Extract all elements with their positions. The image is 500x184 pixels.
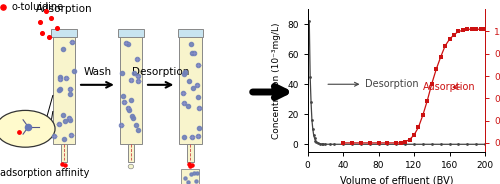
- Text: Desorption: Desorption: [132, 68, 190, 77]
- Point: [188, 52, 196, 55]
- Point: [193, 84, 201, 87]
- Point: [194, 64, 202, 67]
- Point: [58, 162, 66, 165]
- Point: [59, 114, 67, 117]
- Point: [189, 86, 197, 89]
- Point: [192, 179, 200, 182]
- Point: [193, 172, 201, 175]
- Point: [70, 70, 78, 72]
- Point: [184, 181, 192, 184]
- Point: [118, 123, 126, 126]
- Point: [66, 87, 74, 90]
- Point: [118, 72, 126, 75]
- Bar: [187, 144, 194, 162]
- Point: [68, 40, 76, 43]
- Point: [129, 117, 137, 120]
- Point: [134, 80, 142, 83]
- Point: [184, 80, 192, 83]
- Point: [67, 134, 75, 137]
- Point: [0, 6, 7, 9]
- Point: [55, 89, 63, 92]
- Point: [60, 47, 68, 50]
- Text: Desorption: Desorption: [328, 79, 419, 89]
- Point: [124, 106, 132, 109]
- Text: Adsorption: Adsorption: [423, 82, 476, 92]
- X-axis label: Volume of effluent (BV): Volume of effluent (BV): [340, 175, 453, 184]
- Bar: [118, 29, 144, 37]
- Bar: [179, 37, 202, 144]
- Point: [24, 125, 32, 128]
- Text: Adsorption: Adsorption: [36, 4, 92, 14]
- Point: [124, 109, 132, 112]
- Point: [185, 162, 193, 165]
- Point: [186, 164, 194, 167]
- Point: [194, 135, 202, 137]
- Point: [52, 26, 60, 29]
- Point: [62, 77, 70, 79]
- Point: [54, 122, 62, 125]
- Point: [46, 17, 54, 20]
- Ellipse shape: [128, 164, 134, 169]
- Point: [188, 42, 196, 45]
- Point: [61, 163, 69, 166]
- Point: [127, 98, 135, 101]
- Point: [181, 176, 189, 179]
- Point: [182, 70, 190, 73]
- Point: [56, 87, 64, 90]
- Point: [132, 123, 140, 126]
- Point: [188, 163, 196, 166]
- Bar: [53, 37, 75, 144]
- Point: [180, 92, 188, 95]
- Text: adsorption affinity: adsorption affinity: [0, 168, 90, 178]
- Text: Wash: Wash: [84, 68, 112, 77]
- Bar: [52, 29, 76, 37]
- Point: [180, 135, 188, 138]
- Point: [184, 104, 192, 107]
- Point: [194, 96, 202, 99]
- Point: [134, 75, 141, 78]
- Bar: [178, 29, 203, 37]
- Bar: [120, 37, 142, 144]
- Point: [42, 10, 50, 13]
- Point: [190, 172, 198, 175]
- Text: o-toluidine: o-toluidine: [12, 2, 64, 12]
- Point: [194, 126, 202, 129]
- Point: [134, 57, 141, 60]
- Point: [190, 51, 198, 54]
- Point: [122, 41, 130, 44]
- Point: [134, 129, 142, 132]
- Bar: [128, 144, 134, 162]
- Point: [16, 131, 24, 134]
- Point: [127, 78, 135, 81]
- Point: [66, 117, 74, 120]
- Point: [56, 76, 64, 79]
- Point: [61, 119, 69, 122]
- Point: [130, 71, 138, 74]
- Point: [188, 136, 196, 139]
- Point: [50, 135, 58, 138]
- Point: [38, 32, 46, 35]
- Bar: [182, 169, 200, 184]
- Point: [120, 101, 128, 104]
- Point: [186, 172, 194, 175]
- Point: [124, 42, 132, 45]
- Circle shape: [0, 110, 55, 147]
- Bar: [60, 144, 67, 162]
- Point: [36, 21, 44, 24]
- Point: [119, 95, 127, 98]
- Point: [195, 106, 203, 109]
- Point: [180, 101, 188, 104]
- Point: [128, 115, 136, 118]
- Point: [66, 118, 74, 121]
- Point: [60, 137, 68, 140]
- Point: [45, 35, 53, 38]
- Point: [56, 77, 64, 80]
- Point: [180, 73, 188, 76]
- Point: [66, 92, 74, 95]
- Y-axis label: Concentration (10⁻³mg/L): Concentration (10⁻³mg/L): [272, 22, 281, 139]
